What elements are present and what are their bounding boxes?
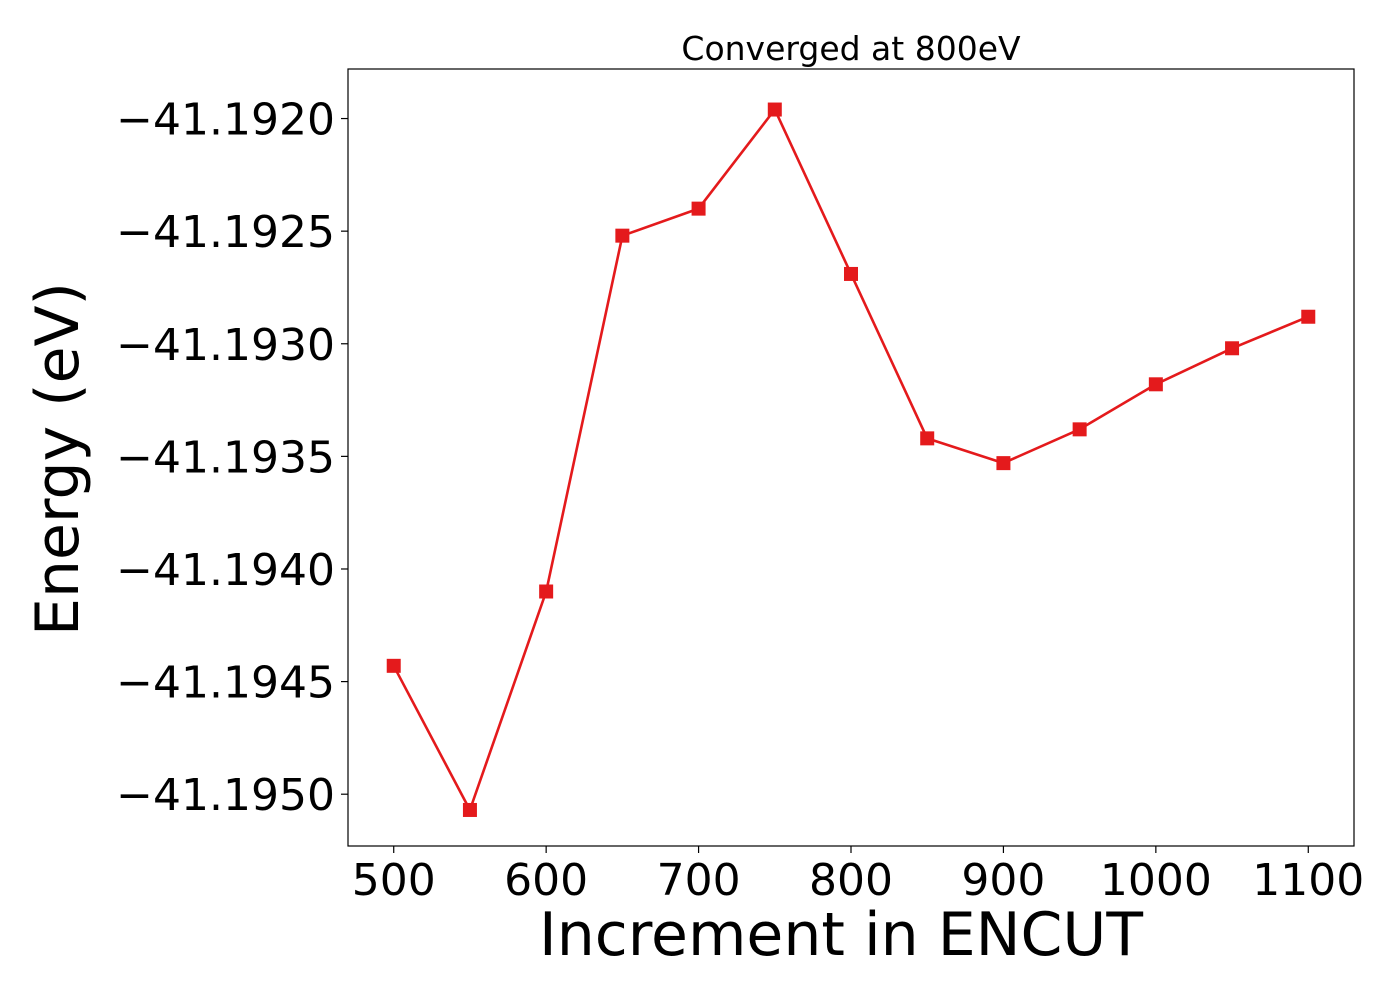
data-point-marker (1301, 309, 1316, 324)
y-tick-label: −41.1935 (116, 432, 335, 483)
y-tick-label: −41.1920 (116, 95, 335, 146)
y-tick-label: −41.1940 (116, 545, 335, 596)
data-point-marker (462, 802, 477, 817)
data-point-marker (615, 228, 630, 243)
data-point-marker (996, 456, 1011, 471)
x-tick-label: 1000 (1100, 855, 1212, 906)
plot-layer (386, 102, 1316, 817)
x-tick-label: 1100 (1252, 855, 1364, 906)
y-tick-label: −41.1925 (116, 207, 335, 258)
x-tick-label: 800 (809, 855, 893, 906)
y-axis-label: Energy (eV) (23, 282, 93, 636)
x-axis-label: Increment in ENCUT (539, 900, 1143, 970)
data-point-marker (920, 431, 935, 446)
data-point-marker (844, 266, 858, 281)
x-tick-label: 700 (657, 855, 741, 906)
x-tick-label: 900 (961, 855, 1045, 906)
x-tick-label: 600 (504, 855, 588, 906)
series-line (392, 108, 1309, 812)
y-tick-label: −41.1950 (116, 770, 335, 821)
data-point-marker (386, 658, 401, 673)
y-tick-label: −41.1930 (116, 320, 335, 371)
x-ticks: 500 600 700 800 900 1000 1100 (352, 846, 1364, 906)
data-point-marker (539, 584, 554, 599)
chart-title: Converged at 800eV (681, 29, 1021, 68)
data-point-marker (767, 102, 782, 117)
data-point-marker (1072, 422, 1087, 437)
x-tick-label: 500 (352, 855, 436, 906)
plot-frame (347, 68, 1355, 847)
y-tick-label: −41.1945 (116, 658, 335, 709)
data-point-marker (691, 201, 706, 216)
y-ticks: −41.1920 −41.1925 −41.1930 −41.1935 −41.1940… (116, 95, 348, 821)
data-point-marker (1225, 341, 1240, 356)
data-point-marker (1148, 377, 1163, 392)
